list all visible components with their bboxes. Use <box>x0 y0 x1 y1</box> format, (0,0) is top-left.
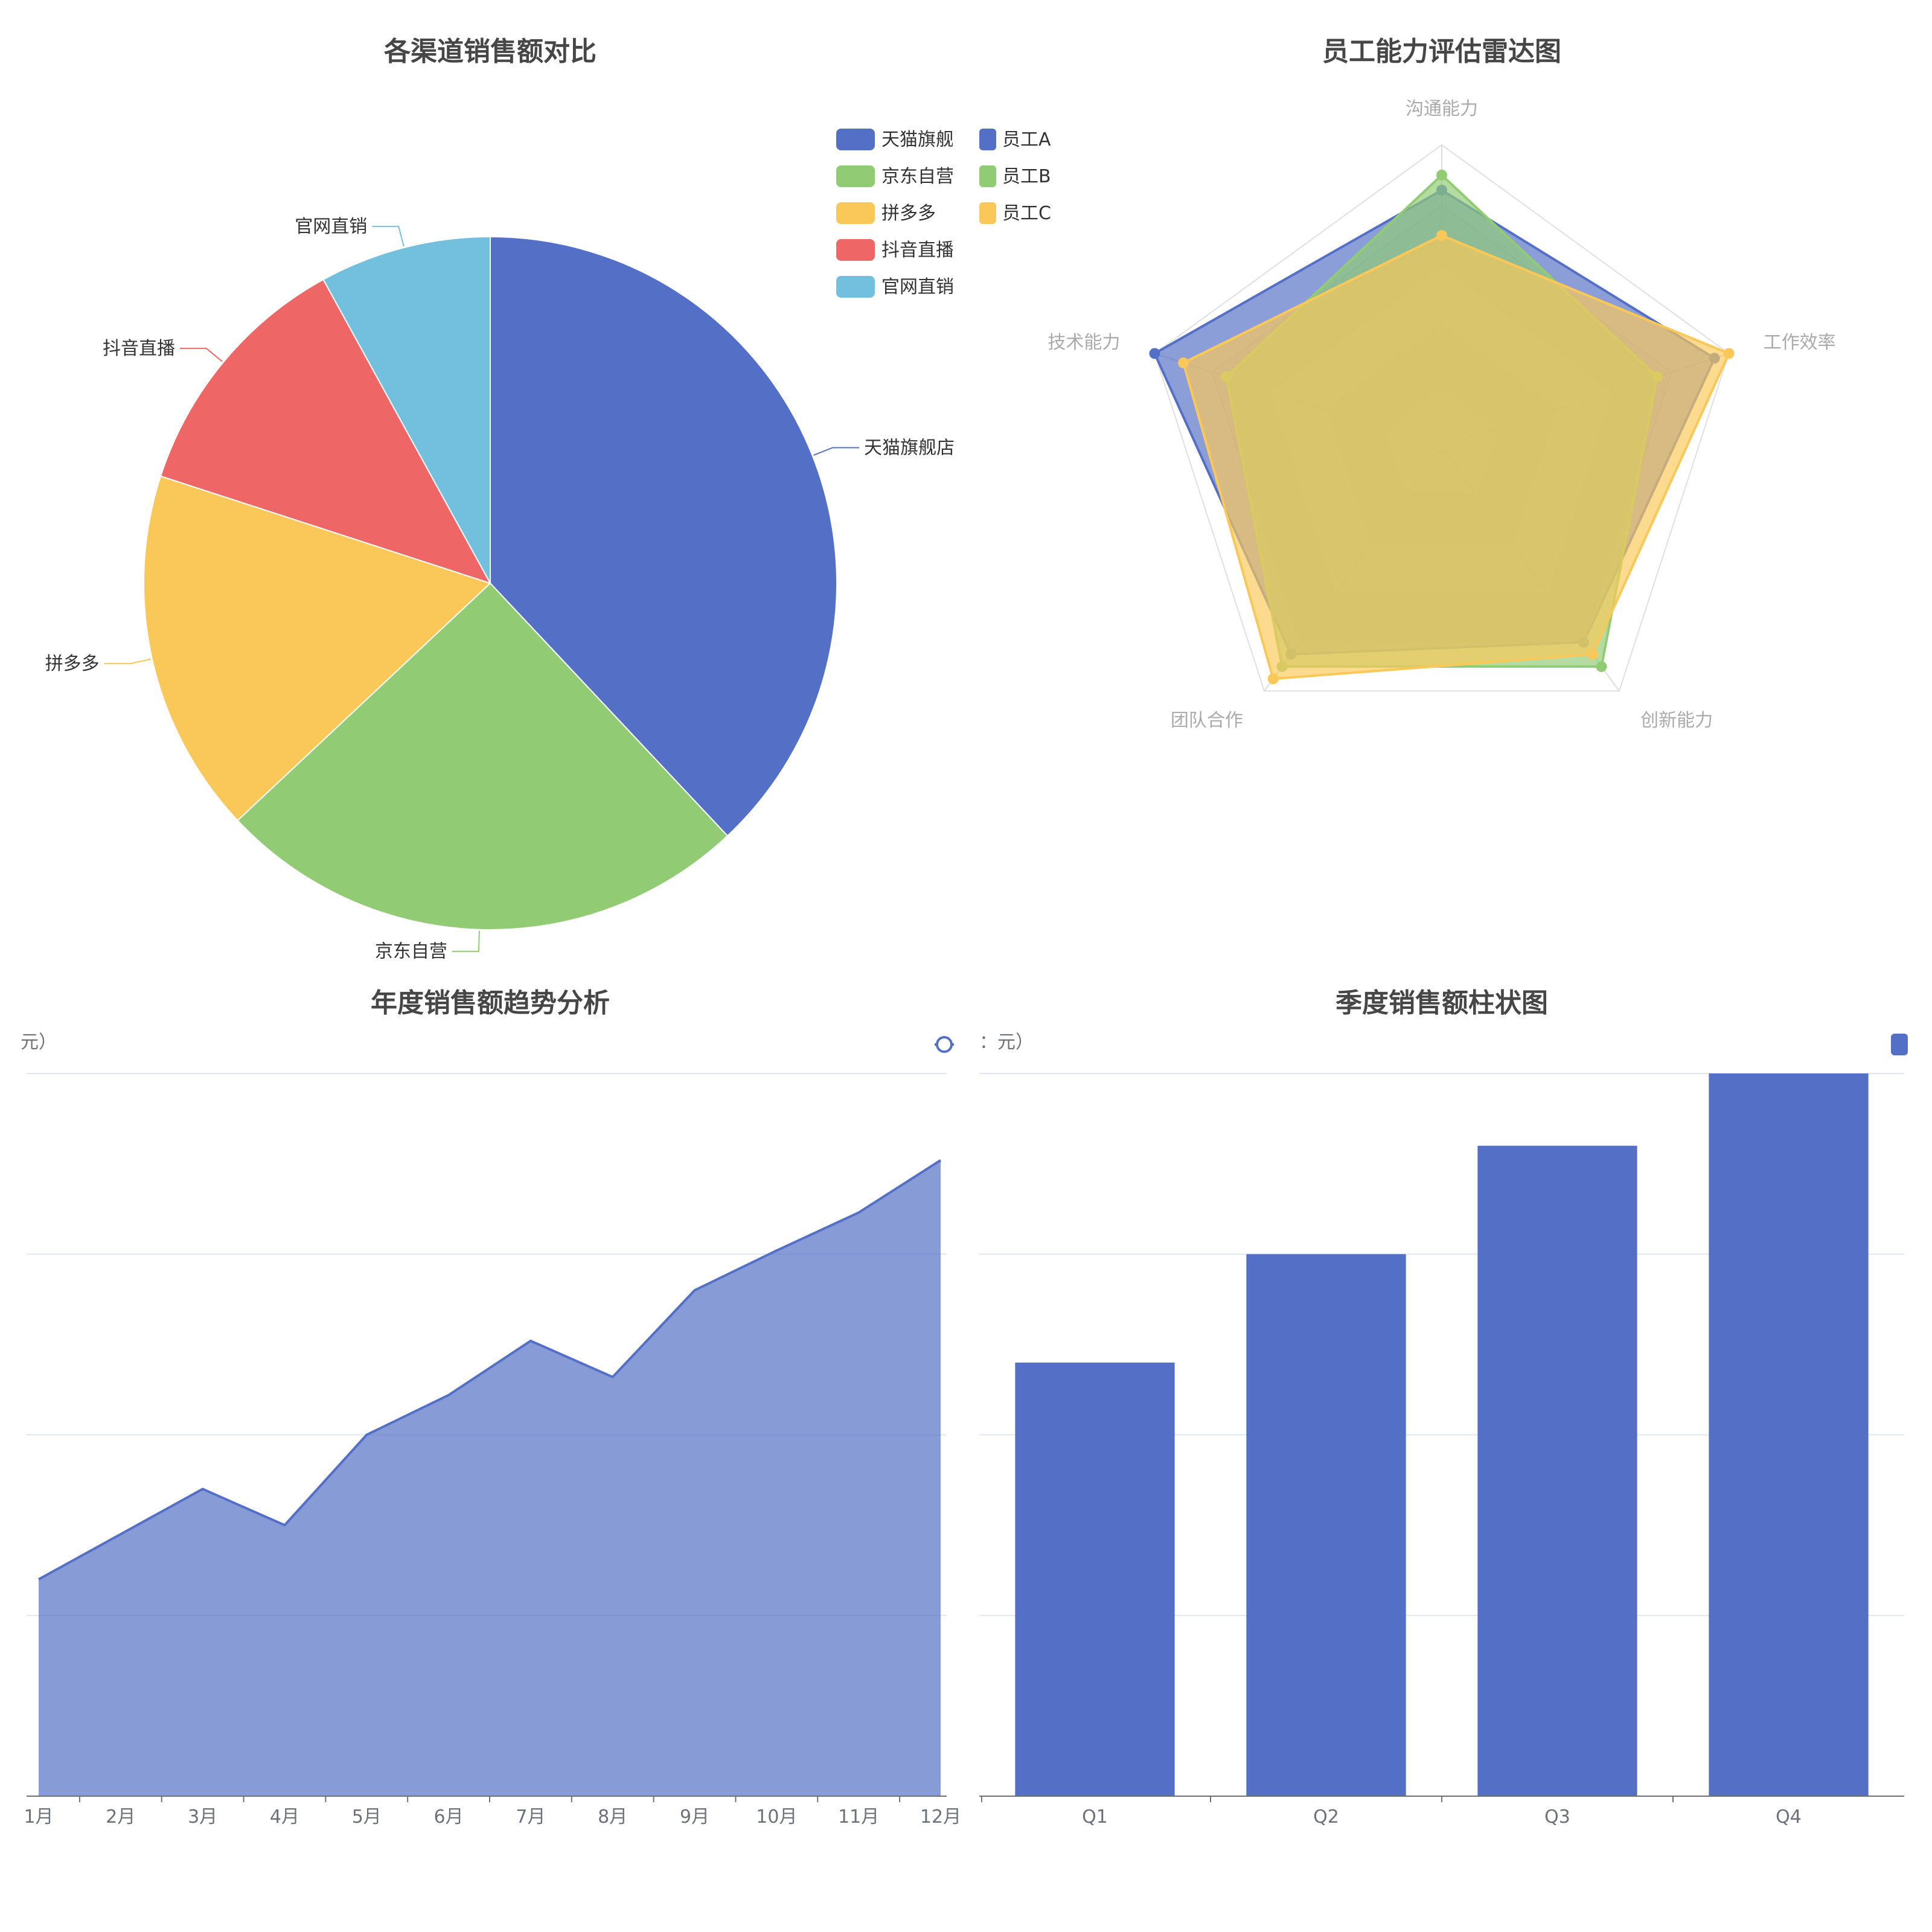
area-chart-title: 年度销售额趋势分析 <box>371 988 610 1019</box>
radar-point[interactable] <box>1436 230 1447 241</box>
bar[interactable] <box>1709 1073 1869 1796</box>
pie-slice-label: 天猫旗舰店 <box>864 437 955 458</box>
pie-slice-label: 拼多多 <box>45 653 100 674</box>
area-x-tick-label: 2月 <box>106 1806 135 1828</box>
pie-chart-title: 各渠道销售额对比 <box>384 36 597 67</box>
pie-slice[interactable] <box>237 582 729 930</box>
area-x-tick-label: 5月 <box>352 1806 382 1828</box>
pie-label-line <box>104 658 152 665</box>
area-x-tick-label: 12月 <box>920 1806 961 1828</box>
pie-label-line <box>813 447 860 456</box>
pie-slice-label: 官网直销 <box>295 216 367 237</box>
pie-legend-swatch-icon[interactable] <box>836 276 875 298</box>
bar-x-axis: Q1 Q2 Q3 Q4 <box>979 1796 1904 1828</box>
bar[interactable] <box>1477 1145 1637 1796</box>
radar-point[interactable] <box>1149 348 1160 359</box>
bar[interactable] <box>1246 1254 1406 1796</box>
pie-slice-label: 抖音直播 <box>103 338 175 359</box>
pie-legend-label[interactable]: 京东自营 <box>881 166 954 187</box>
pie-legend-swatch-icon[interactable] <box>836 202 875 224</box>
area-series-line[interactable] <box>38 1159 942 1581</box>
area-plot <box>38 1159 942 1796</box>
bar[interactable] <box>1015 1362 1175 1796</box>
radar-indicator-label: 技术能力 <box>1048 332 1120 353</box>
radar-point[interactable] <box>1178 357 1189 368</box>
area-fill <box>39 1160 941 1796</box>
radar-legend[interactable]: 员工A 员工B 员工C <box>979 129 1051 224</box>
radar-series <box>1149 170 1735 685</box>
radar-legend-swatch-icon[interactable] <box>979 165 996 187</box>
pie-slice-label: 京东自营 <box>375 941 447 962</box>
area-x-tick-label: 9月 <box>680 1806 709 1828</box>
radar-point[interactable] <box>1436 170 1447 181</box>
radar-point[interactable] <box>1723 348 1735 359</box>
area-x-tick-label: 10月 <box>756 1806 797 1828</box>
pie-legend-swatch-icon[interactable] <box>836 165 875 187</box>
area-x-tick-label: 1月 <box>24 1806 53 1828</box>
radar-series-area[interactable] <box>1182 234 1731 680</box>
area-x-tick-label: 11月 <box>838 1806 879 1828</box>
area-x-tick-label: 3月 <box>188 1806 217 1828</box>
radar-indicator-label: 工作效率 <box>1764 332 1836 353</box>
bar-legend-icon[interactable] <box>1891 1034 1908 1055</box>
radar-chart-title: 员工能力评估雷达图 <box>1322 36 1561 67</box>
radar-point[interactable] <box>1587 648 1598 660</box>
pie-legend-label[interactable]: 抖音直播 <box>881 240 954 261</box>
pie-legend-label[interactable]: 天猫旗舰 <box>881 129 954 150</box>
radar-legend-label[interactable]: 员工A <box>1002 129 1051 150</box>
pie-label-line <box>179 348 223 362</box>
radar-legend-label[interactable]: 员工C <box>1002 203 1051 224</box>
bar-x-tick-label: Q4 <box>1776 1806 1802 1828</box>
bar-x-tick-label: Q3 <box>1544 1806 1570 1828</box>
radar-point[interactable] <box>1267 673 1279 685</box>
pie-label-line <box>452 930 480 952</box>
radar-indicator-label: 团队合作 <box>1171 710 1243 731</box>
radar-point[interactable] <box>1596 661 1607 673</box>
pie-slice[interactable] <box>159 278 492 584</box>
bar-x-tick-label: Q1 <box>1082 1806 1108 1828</box>
area-chart-panel: 年度销售额趋势分析 元） 1月 2月 3月 4月 5月 6月 7月 8月 9月 10月 11月 12月 <box>21 988 982 1828</box>
radar-indicator-label: 创新能力 <box>1640 710 1713 731</box>
pie-legend-swatch-icon[interactable] <box>836 129 875 150</box>
pie-legend-label[interactable]: 拼多多 <box>881 203 936 224</box>
pie-slices <box>143 235 837 930</box>
area-x-tick-label: 7月 <box>516 1806 545 1828</box>
pie-slice[interactable] <box>143 475 491 822</box>
bar-chart-title: 季度销售额柱状图 <box>1335 988 1548 1019</box>
area-y-axis-name: 元） <box>21 1032 57 1053</box>
area-x-tick-label: 8月 <box>598 1806 627 1828</box>
pie-legend-label[interactable]: 官网直销 <box>881 277 954 298</box>
bar-plot <box>1015 1073 1869 1796</box>
radar-indicator-label: 沟通能力 <box>1406 98 1478 120</box>
pie-slice[interactable] <box>490 235 837 837</box>
bar-chart-panel: 季度销售额柱状图 ：元） Q1 Q2 Q3 Q4 <box>979 988 1908 1828</box>
area-legend-marker-icon <box>936 1036 953 1053</box>
radar-legend-swatch-icon[interactable] <box>979 202 996 224</box>
area-legend[interactable] <box>935 1036 954 1053</box>
pie-label-line <box>372 226 405 247</box>
radar-legend-swatch-icon[interactable] <box>979 129 996 150</box>
area-x-tick-label: 4月 <box>270 1806 299 1828</box>
pie-slice[interactable] <box>322 235 491 584</box>
area-x-axis: 1月 2月 3月 4月 5月 6月 7月 8月 9月 10月 11月 12月 <box>24 1796 982 1828</box>
area-x-tick-label: 6月 <box>434 1806 464 1828</box>
bar-y-axis-name: ：元） <box>979 1032 1034 1053</box>
bar-x-tick-label: Q2 <box>1313 1806 1339 1828</box>
radar-legend-label[interactable]: 员工B <box>1002 166 1051 187</box>
pie-legend-swatch-icon[interactable] <box>836 239 875 261</box>
